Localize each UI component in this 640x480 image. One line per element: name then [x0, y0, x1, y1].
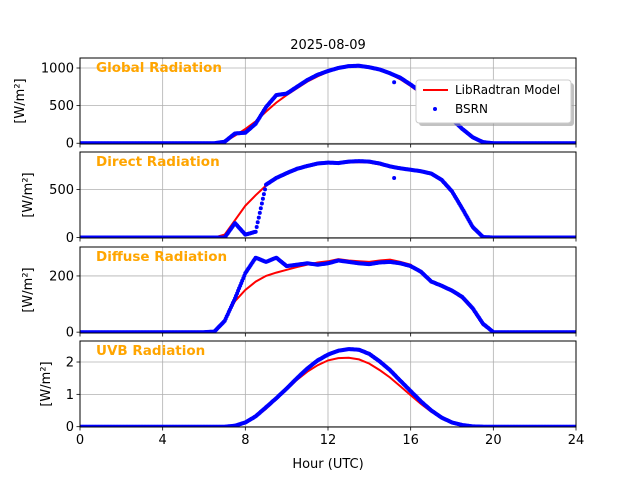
bsrn-point	[263, 187, 267, 192]
y-tick-label: 0	[66, 420, 74, 435]
legend-box	[415, 79, 572, 124]
bsrn-outlier-point	[392, 175, 397, 180]
y-axis-label: [W/m²]	[21, 172, 36, 217]
y-tick-label: 0	[66, 231, 74, 246]
y-tick-label: 1	[66, 388, 74, 403]
panel-title: Global Radiation	[96, 60, 222, 76]
bsrn-point	[256, 215, 261, 220]
x-tick-label: 4	[159, 433, 167, 448]
y-tick-label: 1000	[41, 62, 74, 77]
y-tick-label: 500	[49, 183, 74, 198]
bsrn-point	[261, 192, 266, 197]
panel-data	[80, 159, 576, 238]
bsrn-point	[255, 220, 260, 225]
y-tick-label: 500	[49, 99, 74, 114]
panel-3: 0 200 Diffuse Radiation [W/m²]	[21, 246, 577, 341]
panel-2: 0 500 Direct Radiation [W/m²]	[21, 151, 577, 246]
y-tick-label: 2	[66, 356, 74, 371]
x-axis-label: Hour (UTC)	[292, 457, 363, 472]
bsrn-point	[253, 229, 258, 234]
x-tick-label: 0	[76, 433, 84, 448]
bsrn-point	[258, 206, 263, 211]
x-tick-label: 20	[485, 433, 502, 448]
legend-bsrn-label: BSRN	[455, 102, 488, 116]
x-tick-label: 8	[241, 433, 249, 448]
bsrn-point	[254, 225, 259, 229]
legend-model-label: LibRadtran Model	[455, 83, 560, 97]
legend: LibRadtran Model BSRN	[415, 79, 574, 126]
bsrn-point	[259, 201, 264, 206]
x-tick-label: 12	[320, 433, 337, 448]
panel-data	[80, 347, 576, 427]
panel-title: UVB Radiation	[96, 343, 205, 359]
panel-frame	[79, 57, 577, 145]
panel-frame	[79, 151, 577, 239]
bsrn-point	[260, 196, 265, 201]
y-axis-label: [W/m²]	[39, 361, 54, 406]
x-tick-label: 16	[402, 433, 419, 448]
y-axis-label: [W/m²]	[13, 78, 28, 123]
panel-title: Direct Radiation	[96, 154, 220, 170]
panel-frame	[79, 246, 577, 334]
y-tick-label: 0	[66, 137, 74, 152]
chart-title: 2025-08-09	[290, 38, 366, 53]
bsrn-point	[257, 210, 262, 215]
panel-title: Diffuse Radiation	[96, 249, 227, 265]
y-axis-label: [W/m²]	[21, 267, 36, 312]
bsrn-outlier-point	[392, 80, 397, 85]
panel-data	[80, 255, 576, 333]
panel-frame	[79, 340, 577, 428]
x-tick-label: 24	[568, 433, 585, 448]
y-tick-label: 0	[66, 326, 74, 341]
legend-bsrn-swatch	[433, 107, 437, 111]
y-tick-label: 200	[49, 269, 74, 284]
